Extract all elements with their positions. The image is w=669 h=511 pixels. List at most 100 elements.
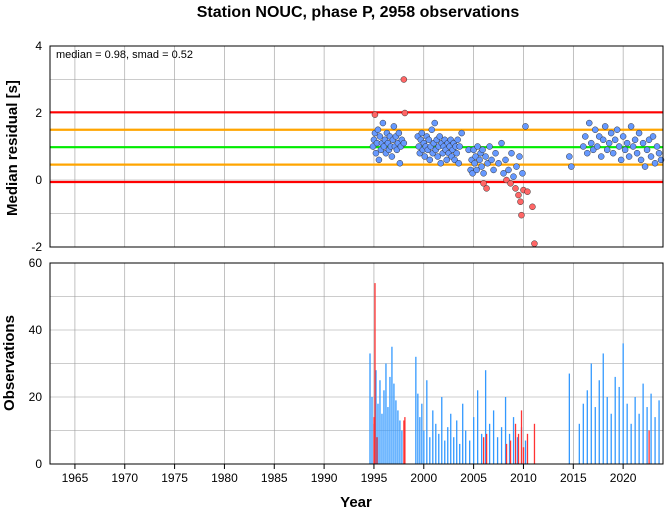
residual-point: [609, 149, 617, 157]
outlier-point: [401, 109, 409, 117]
residual-point: [519, 170, 526, 177]
outlier-bar: [514, 423, 517, 464]
x-tick-label: 1975: [161, 471, 188, 485]
outlier-bar: [505, 443, 508, 464]
residual-point: [480, 170, 487, 177]
residual-point: [639, 139, 647, 147]
observation-bar: [492, 410, 495, 464]
observation-bar: [642, 383, 644, 464]
observations-y-ticks: 0 20 40 60: [29, 256, 43, 471]
residual-reference-lines: [50, 111, 663, 184]
observation-bar: [415, 356, 417, 464]
residual-point: [395, 129, 403, 137]
observation-bar: [650, 393, 652, 464]
residual-panel: -2 0 2 4 median = 0.98, smad = 0.52 Median …: [4, 39, 665, 254]
observation-bar: [462, 403, 464, 464]
observation-bar: [500, 427, 503, 464]
observation-bar: [606, 397, 608, 464]
residual-point: [426, 156, 434, 164]
residual-point: [390, 123, 398, 130]
observation-bar: [401, 430, 403, 464]
residual-point: [478, 163, 485, 170]
residual-point: [601, 123, 609, 130]
residual-point: [522, 123, 529, 130]
observation-bar: [417, 393, 419, 464]
residual-point: [617, 156, 625, 164]
residual-point: [486, 143, 493, 150]
observation-bar: [516, 437, 519, 464]
outlier-point: [529, 203, 536, 211]
observation-bar: [381, 413, 383, 464]
outlier-point: [517, 198, 524, 206]
observation-bar: [496, 437, 499, 464]
outlier-point: [512, 185, 519, 192]
observation-bar: [429, 437, 431, 464]
observation-bar: [590, 363, 592, 464]
observation-bar: [646, 407, 648, 464]
outlier-point: [531, 240, 538, 247]
observation-bar: [369, 353, 371, 464]
residual-point: [599, 136, 607, 144]
residual-point: [582, 133, 589, 140]
x-tick-label: 2010: [510, 471, 537, 485]
observation-bar: [441, 397, 443, 464]
residual-point: [474, 143, 481, 150]
residual-point: [471, 160, 478, 167]
residual-y-ticks: -2 0 2 4: [31, 39, 42, 254]
residual-point: [516, 153, 523, 160]
residual-point: [488, 156, 495, 164]
observation-bar: [568, 373, 571, 464]
residual-point: [479, 146, 486, 154]
outlier-bar: [485, 433, 488, 464]
residual-point: [653, 143, 661, 150]
observation-bar: [594, 407, 596, 464]
residual-point: [621, 146, 629, 154]
observation-bar: [423, 430, 425, 464]
observation-bar: [610, 413, 612, 464]
outlier-bar: [376, 437, 378, 464]
observation-bar: [435, 423, 437, 464]
y-tick-label: 0: [35, 457, 42, 471]
residual-point: [603, 146, 611, 154]
residual-point: [637, 156, 645, 164]
residual-point: [418, 129, 426, 137]
y-tick-label: 0: [35, 173, 42, 187]
residual-point: [613, 126, 621, 133]
x-tick-label: 1995: [361, 471, 388, 485]
observations-bars: [369, 283, 660, 464]
stats-annotation: median = 0.98, smad = 0.52: [56, 49, 193, 61]
observation-bar: [385, 363, 387, 464]
observation-bar: [450, 413, 452, 464]
residual-point: [591, 126, 599, 133]
observation-bar: [397, 410, 399, 464]
residual-point: [421, 153, 429, 160]
residual-point: [388, 153, 396, 160]
observation-bar: [387, 407, 389, 464]
observation-bar: [508, 433, 511, 464]
residual-point: [643, 146, 651, 154]
observation-bar: [484, 370, 487, 464]
residual-frame: [49, 45, 664, 248]
observation-bar: [395, 400, 397, 464]
residual-point: [635, 129, 643, 137]
observation-bar: [453, 437, 455, 464]
x-tick-label: 2020: [610, 471, 637, 485]
y-tick-label: 20: [29, 390, 43, 404]
x-axis-label: Year: [340, 494, 372, 511]
residual-point: [453, 149, 460, 157]
residual-point: [619, 133, 627, 140]
residual-point: [607, 129, 615, 137]
y-tick-label: -2: [31, 240, 42, 254]
outlier-bar: [403, 420, 405, 464]
residual-point: [631, 136, 639, 144]
residual-point: [492, 149, 499, 157]
residual-point: [379, 119, 387, 127]
observation-bar: [488, 423, 491, 464]
residual-point: [641, 163, 649, 170]
observation-bar: [630, 423, 632, 464]
outlier-bar: [509, 440, 512, 464]
observation-bar: [447, 427, 449, 464]
x-tick-label: 2005: [460, 471, 487, 485]
observation-bar: [383, 390, 385, 464]
observation-bar: [634, 397, 636, 464]
